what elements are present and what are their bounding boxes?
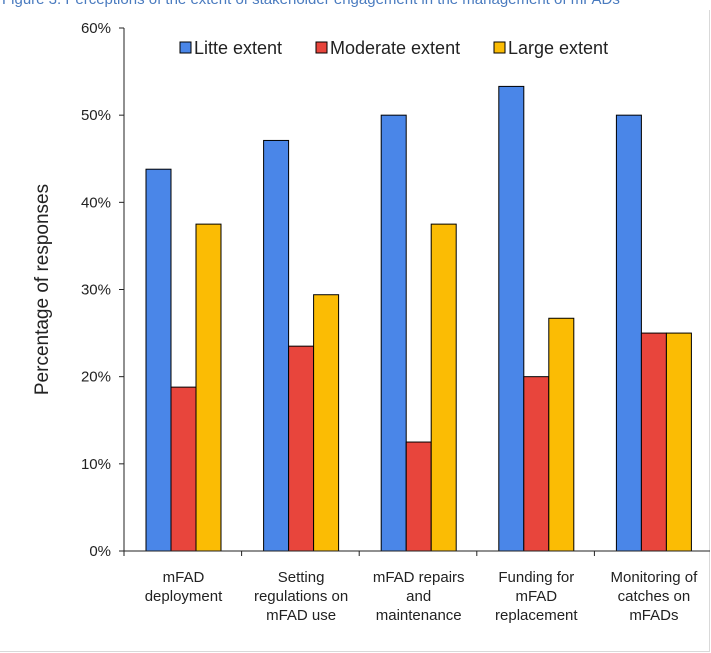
bar-litte-extent xyxy=(615,114,642,552)
x-category-label: Setting regulations on mFAD use xyxy=(254,569,348,624)
bar-litte-extent xyxy=(145,168,172,552)
bar-chart: Percentage of responses 0% 10% 20% 30% 40% 50… xyxy=(32,20,710,624)
legend-swatch xyxy=(493,41,506,54)
figure-caption-text: Figure 3. Perceptions of the extent of s… xyxy=(2,0,620,9)
bar-moderate-extent xyxy=(405,441,432,552)
y-tick-label: 50% xyxy=(81,107,111,124)
bar-large-extent xyxy=(548,317,575,552)
bar-moderate-extent xyxy=(288,345,315,552)
y-tick-label: 10% xyxy=(81,456,111,473)
y-tick-label: 20% xyxy=(81,369,111,386)
bar-litte-extent xyxy=(380,114,407,552)
x-category-label: Monitoring of catches on mFADs xyxy=(611,569,699,624)
y-axis-title-group: Percentage of responses xyxy=(32,184,53,395)
y-tick-label: 0% xyxy=(89,543,111,560)
bars xyxy=(145,85,692,552)
bar-large-extent xyxy=(430,223,457,552)
y-tick-label: 40% xyxy=(81,194,111,211)
bar-moderate-extent xyxy=(170,386,197,552)
bar-litte-extent xyxy=(263,139,290,552)
legend: Litte extent Moderate extent Large extent xyxy=(179,38,608,58)
chart-frame: Percentage of responses 0% 10% 20% 30% 40% 50… xyxy=(0,10,710,652)
bar-litte-extent xyxy=(498,85,525,552)
x-category-label: Funding for mFAD replacement xyxy=(495,569,578,624)
x-axis-labels: mFAD deployment Setting regulations on mFAD … xyxy=(145,569,698,624)
bar-moderate-extent xyxy=(640,332,667,552)
legend-label: Moderate extent xyxy=(330,38,460,58)
bar-moderate-extent xyxy=(523,376,550,552)
figure-caption: Figure 3. Perceptions of the extent of s… xyxy=(0,0,711,10)
legend-label: Litte extent xyxy=(194,38,282,58)
y-tick-label: 30% xyxy=(81,282,111,299)
legend-swatch xyxy=(179,41,192,54)
bar-large-extent xyxy=(313,294,340,552)
bar-large-extent xyxy=(195,223,222,552)
y-tick-label: 60% xyxy=(81,20,111,37)
y-axis-title: Percentage of responses xyxy=(32,184,53,395)
x-category-label: mFAD repairs and maintenance xyxy=(373,569,465,624)
legend-label: Large extent xyxy=(508,38,608,58)
x-category-label: mFAD deployment xyxy=(145,569,223,605)
bar-large-extent xyxy=(665,332,692,552)
legend-swatch xyxy=(315,41,328,54)
axes xyxy=(123,28,710,556)
y-axis-ticks: 0% 10% 20% 30% 40% 50% 60% xyxy=(81,20,124,560)
